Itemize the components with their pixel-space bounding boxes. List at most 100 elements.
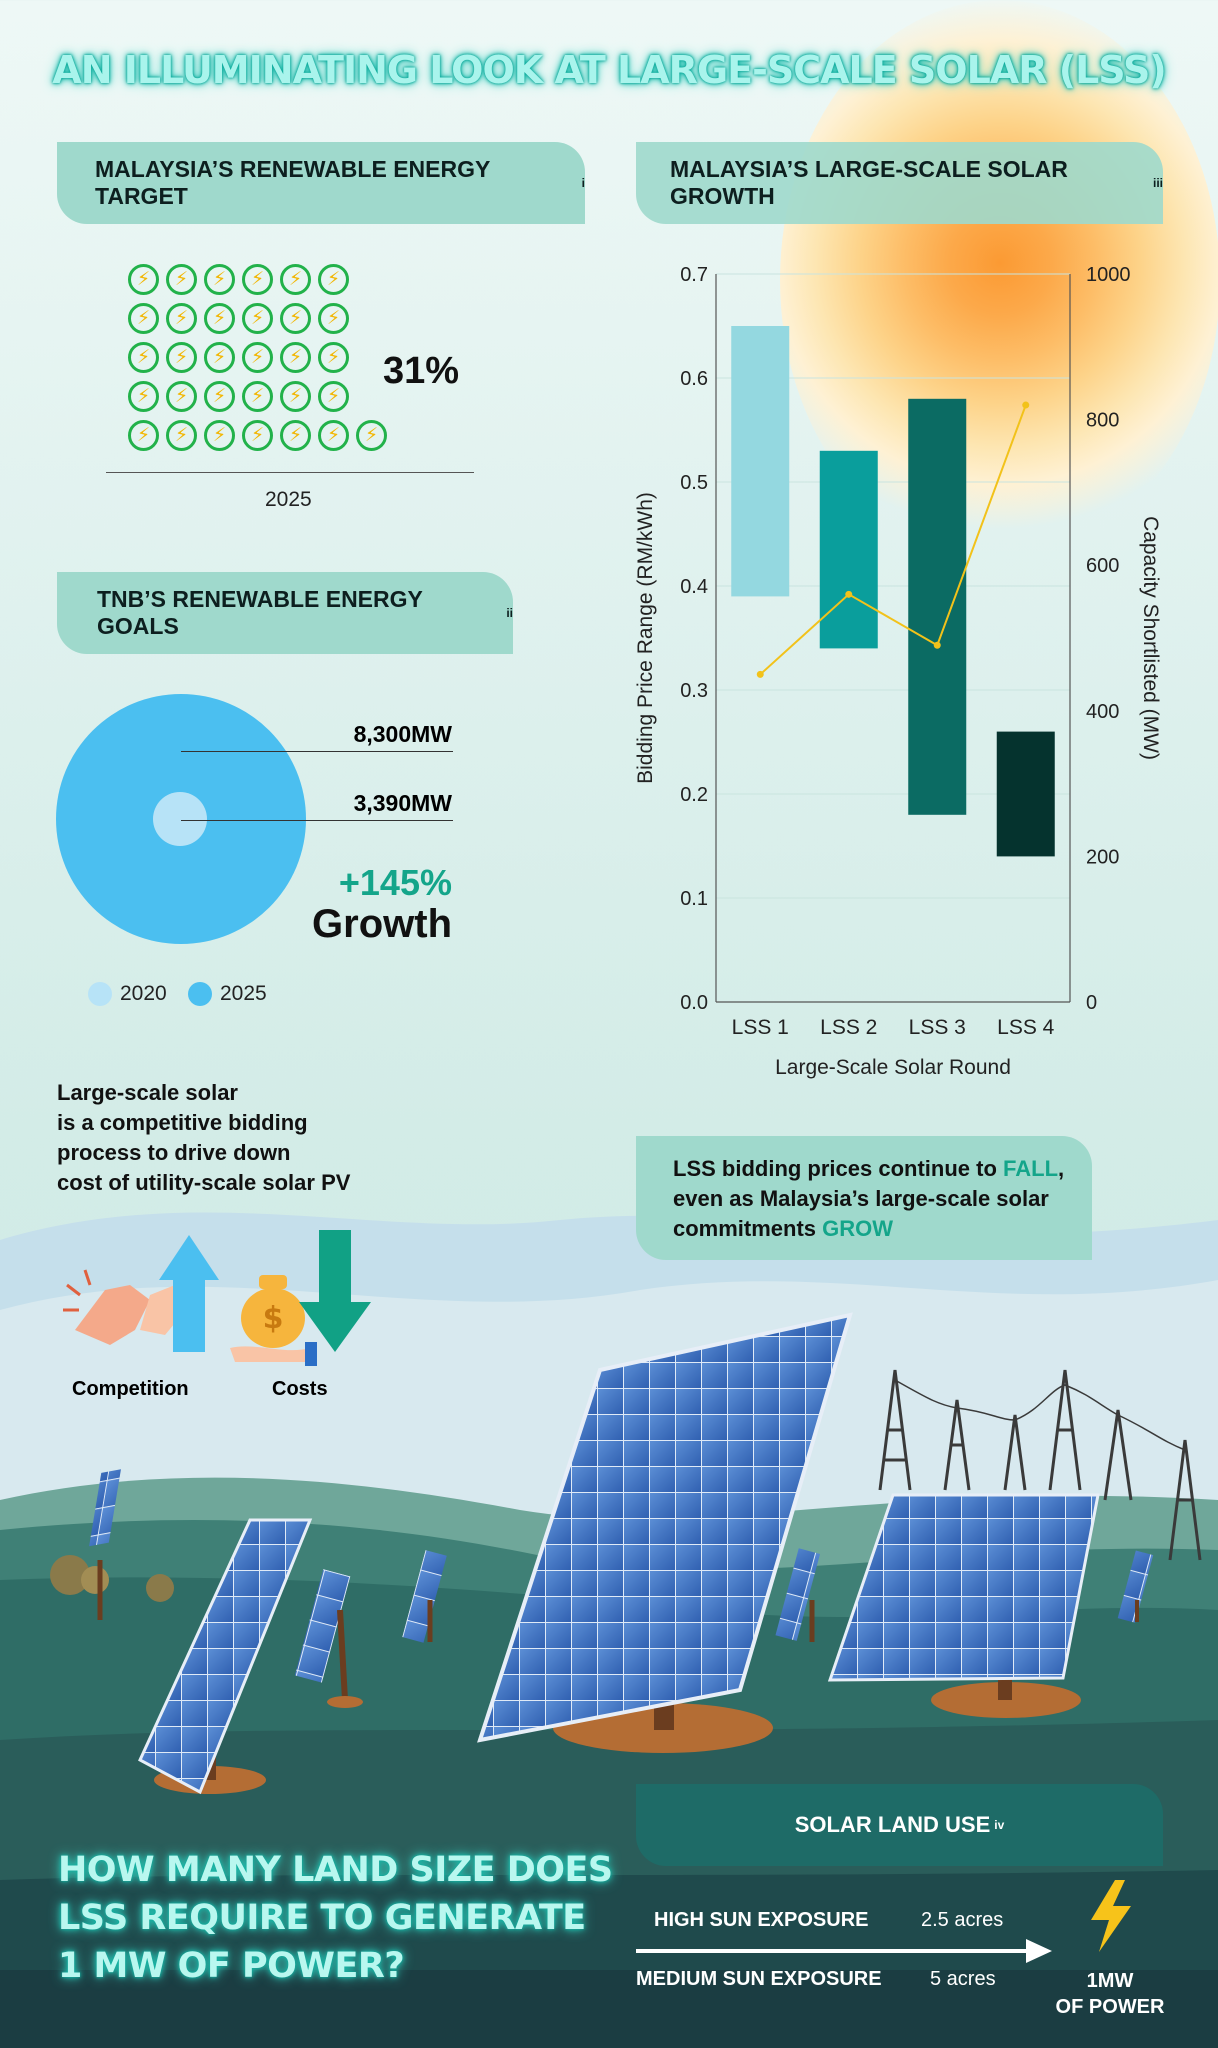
- land-question-line-2: LSS REQUIRE TO GENERATE: [58, 1898, 586, 1938]
- energy-recycle-icon: ⚡: [242, 342, 273, 373]
- arrow-up-icon: [159, 1235, 219, 1352]
- y-tick-label: 0.3: [680, 680, 708, 702]
- competition-label: Competition: [72, 1378, 189, 1400]
- tnb-line-2020: [181, 820, 453, 821]
- money-bag-icon: $: [230, 1275, 317, 1366]
- y2-tick-label: 400: [1086, 701, 1119, 723]
- re-target-icon-grid: ⚡ ⚡ ⚡ ⚡ ⚡ ⚡ ⚡ ⚡ ⚡ ⚡ ⚡ ⚡ ⚡ ⚡ ⚡ ⚡ ⚡ ⚡ ⚡ ⚡ ⚡ ⚡ ⚡ ⚡ ⚡ ⚡ ⚡ ⚡ ⚡ ⚡ ⚡: [128, 264, 408, 464]
- legend-2025-label: 2025: [220, 982, 267, 1005]
- trend-grow: GROW: [822, 1216, 894, 1241]
- trend-text-comma: ,: [1058, 1156, 1065, 1181]
- lss-description-line-3: process to drive down: [57, 1140, 291, 1165]
- land-row-medium-value: 5 acres: [930, 1968, 996, 1990]
- price-range-bar: [996, 731, 1055, 857]
- energy-recycle-icon: ⚡: [242, 381, 273, 412]
- y-tick-label: 0.7: [680, 264, 708, 286]
- land-use-footnote: iv: [994, 1818, 1005, 1832]
- x-tick-label: LSS 3: [909, 1016, 966, 1039]
- energy-recycle-icon: ⚡: [318, 342, 349, 373]
- tnb-line-2025: [181, 751, 453, 752]
- tnb-value-2020: 3,390MW: [353, 790, 452, 816]
- energy-recycle-icon: ⚡: [166, 381, 197, 412]
- lss-growth-footnote: iii: [1152, 176, 1163, 190]
- tnb-value-2025: 8,300MW: [353, 721, 452, 747]
- land-row-high-value: 2.5 acres: [921, 1909, 1004, 1931]
- trend-text-line-3: commitments: [673, 1216, 823, 1241]
- y-tick-label: 0.5: [680, 472, 708, 494]
- svg-text:$: $: [263, 1301, 284, 1336]
- trend-text-line-2: even as Malaysia’s large-scale solar: [673, 1186, 1049, 1211]
- lightning-icon: [1091, 1880, 1131, 1952]
- y-tick-label: 0.2: [680, 784, 708, 806]
- tnb-circle-2020: [153, 792, 207, 846]
- land-row-medium-label: MEDIUM SUN EXPOSURE: [636, 1968, 882, 1990]
- energy-recycle-icon: ⚡: [128, 264, 159, 295]
- lss-growth-heading-text: MALAYSIA’S LARGE-SCALE SOLAR GROWTH: [670, 156, 1068, 209]
- re-target-footnote: i: [581, 176, 585, 190]
- land-question: HOW MANY LAND SIZE DOES LSS REQUIRE TO G…: [58, 1846, 613, 1990]
- legend-2020-label: 2020: [120, 982, 167, 1005]
- land-question-line-3: 1 MW OF POWER?: [58, 1946, 405, 1986]
- legend-2020-swatch: [88, 982, 112, 1006]
- one-mw-label-line-2: OF POWER: [1055, 1996, 1165, 2018]
- price-range-bar: [819, 450, 878, 649]
- y-tick-label: 0.4: [680, 576, 708, 598]
- arrow-right-icon: [636, 1939, 1052, 1963]
- energy-recycle-icon: ⚡: [242, 264, 273, 295]
- energy-recycle-icon: ⚡: [204, 303, 235, 334]
- legend-2025-swatch: [188, 982, 212, 1006]
- energy-recycle-icon: ⚡: [280, 420, 311, 451]
- y-tick-label: 0.6: [680, 368, 708, 390]
- x-axis-title: Large-Scale Solar Round: [775, 1056, 1011, 1079]
- land-question-line-1: HOW MANY LAND SIZE DOES: [58, 1850, 613, 1890]
- handshake-icon: [63, 1269, 190, 1345]
- energy-recycle-icon: ⚡: [166, 420, 197, 451]
- tnb-growth-label: Growth: [312, 902, 452, 946]
- y2-tick-label: 1000: [1086, 264, 1131, 286]
- tnb-growth-percent: +145%: [338, 862, 452, 903]
- re-target-year: 2025: [265, 488, 312, 511]
- trend-text-pre: LSS bidding prices continue to: [673, 1156, 1004, 1181]
- energy-recycle-icon: ⚡: [280, 264, 311, 295]
- x-tick-label: LSS 2: [820, 1016, 877, 1039]
- energy-recycle-icon: ⚡: [318, 264, 349, 295]
- y-axis-title: Bidding Price Range (RM/kWh): [634, 492, 657, 784]
- energy-recycle-icon: ⚡: [318, 420, 349, 451]
- energy-recycle-icon: ⚡: [280, 381, 311, 412]
- energy-recycle-icon: ⚡: [242, 303, 273, 334]
- energy-recycle-icon: ⚡: [318, 381, 349, 412]
- energy-recycle-icon: ⚡: [128, 342, 159, 373]
- re-target-heading-text: MALAYSIA’S RENEWABLE ENERGY TARGET: [95, 156, 490, 209]
- energy-recycle-icon: ⚡: [128, 303, 159, 334]
- land-use-heading: SOLAR LAND USE iv: [636, 1784, 1163, 1866]
- lss-description-line-1: Large-scale solar: [57, 1080, 238, 1105]
- lss-description-line-4: cost of utility-scale solar PV: [57, 1170, 351, 1195]
- y2-tick-label: 600: [1086, 555, 1119, 577]
- competition-costs-icons: $: [63, 1230, 371, 1366]
- energy-recycle-icon: ⚡: [204, 381, 235, 412]
- y2-axis-title: Capacity Shortlisted (MW): [1139, 516, 1162, 760]
- y2-tick-label: 200: [1086, 846, 1119, 868]
- energy-recycle-icon: ⚡: [128, 381, 159, 412]
- trend-fall: FALL: [1003, 1156, 1059, 1181]
- energy-recycle-icon: ⚡: [166, 264, 197, 295]
- energy-recycle-icon: ⚡: [204, 420, 235, 451]
- y-tick-label: 0.1: [680, 888, 708, 910]
- capacity-point: [756, 670, 764, 678]
- price-range-bar: [731, 326, 790, 597]
- re-target-baseline: [106, 472, 474, 473]
- energy-recycle-icon: ⚡: [204, 264, 235, 295]
- y2-tick-label: 0: [1086, 992, 1097, 1014]
- energy-recycle-icon: ⚡: [280, 342, 311, 373]
- arrow-down-icon: [299, 1230, 371, 1352]
- page-title: AN ILLUMINATING LOOK AT LARGE-SCALE SOLA…: [52, 48, 1166, 92]
- capacity-point: [933, 641, 941, 649]
- y-tick-label: 0.0: [680, 992, 708, 1014]
- lss-description: Large-scale solar is a competitive biddi…: [57, 1078, 350, 1198]
- x-tick-label: LSS 1: [732, 1016, 789, 1039]
- one-mw-label-line-1: 1MW: [1086, 1970, 1134, 1992]
- re-target-heading: MALAYSIA’S RENEWABLE ENERGY TARGET i: [57, 142, 585, 224]
- trend-callout: LSS bidding prices continue to FALL, eve…: [636, 1136, 1092, 1260]
- re-target-percent: 31%: [383, 350, 460, 392]
- tnb-heading-text: TNB’S RENEWABLE ENERGY GOALS: [97, 586, 423, 639]
